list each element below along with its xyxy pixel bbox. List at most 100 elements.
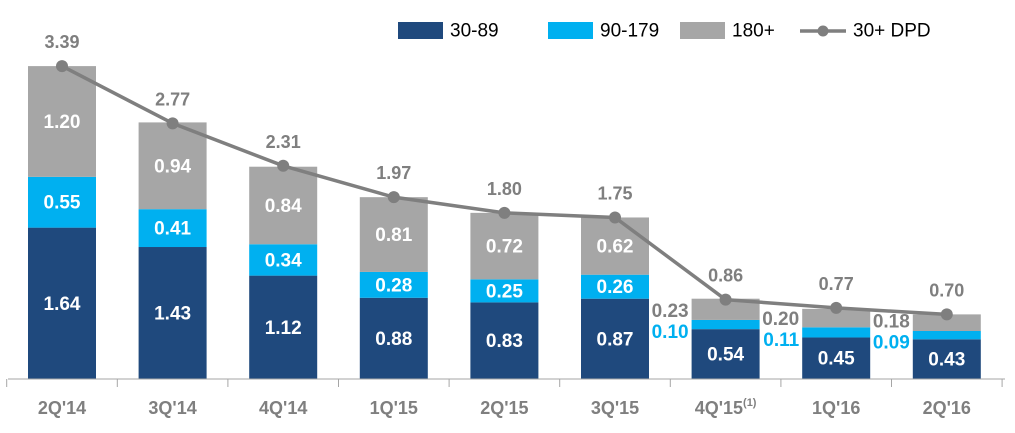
segment-value-label: 0.83	[486, 331, 523, 352]
category-name: 3Q'15	[591, 398, 639, 418]
dpd-point	[940, 308, 953, 321]
segment-value-label: 1.43	[154, 304, 191, 325]
total-value-label: 2.31	[266, 132, 301, 152]
total-value-label: 0.86	[708, 266, 743, 286]
legend-label: 30+ DPD	[853, 21, 931, 42]
bar-segment-90-179	[249, 244, 318, 276]
dpd-point	[56, 60, 68, 73]
category-label: 2Q'15	[480, 398, 528, 418]
segment-value-label: 0.87	[597, 329, 634, 350]
total-value-label: 1.75	[597, 183, 632, 203]
segment-value-label: 0.18	[873, 312, 910, 333]
bar-segment-180+	[691, 298, 760, 320]
category-footnote: (1)	[743, 397, 757, 409]
legend-label: 180+	[732, 21, 775, 42]
bar-segment-180+	[28, 66, 96, 177]
segment-value-label: 0.25	[486, 281, 523, 302]
category-label: 2Q'14	[38, 398, 86, 418]
dpd-point	[719, 293, 732, 306]
category-label: 3Q'15	[591, 398, 639, 418]
bars	[28, 66, 981, 379]
bar-segment-30-89	[470, 302, 539, 379]
category-label: 1Q'16	[812, 398, 860, 418]
legend-line-marker	[817, 25, 829, 37]
bar-segment-180+	[359, 197, 428, 272]
total-value-label: 0.77	[819, 274, 854, 294]
legend-swatch-180+	[680, 22, 725, 39]
bar-segment-30-89	[138, 247, 207, 379]
total-value-label: 1.80	[487, 179, 522, 199]
dpd-point	[498, 206, 511, 219]
segment-value-label: 0.41	[154, 219, 191, 240]
bar-segment-30-89	[912, 339, 981, 379]
category-label: 3Q'14	[148, 398, 196, 418]
bar-segment-90-179	[802, 327, 871, 338]
category-label: 4Q'14	[259, 398, 307, 418]
segment-value-label: 1.20	[44, 112, 81, 133]
category-name: 1Q'16	[812, 398, 860, 418]
bar-segment-30-89	[802, 337, 871, 379]
legend-label: 90-179	[600, 21, 659, 42]
segment-value-label: 0.88	[375, 329, 412, 350]
segment-value-label: 0.62	[597, 237, 634, 258]
bar-segment-180+	[581, 217, 649, 275]
segment-value-label: 0.23	[652, 301, 689, 322]
segment-value-label: 0.72	[486, 237, 523, 258]
total-value-label: 2.77	[155, 89, 190, 109]
total-value-label: 1.97	[376, 163, 411, 183]
segment-value-label: 0.11	[763, 330, 799, 351]
dpd-line	[56, 60, 953, 321]
bar-segment-180+	[912, 314, 981, 332]
bar-segment-90-179	[691, 319, 760, 330]
category-name: 2Q'14	[38, 398, 86, 418]
segment-value-label: 0.34	[265, 250, 302, 271]
category-label: 4Q'15(1)	[695, 397, 757, 418]
labels: 1.64 0.55 1.20 2Q'14 1.43 0.41 0.94 3Q'14 1.12 0.…	[38, 32, 971, 418]
category-name: 2Q'15	[480, 398, 528, 418]
bar-segment-30-89	[359, 297, 428, 379]
category-label: 2Q'16	[923, 398, 971, 418]
segment-value-label: 0.54	[707, 345, 744, 366]
dpd-point	[387, 191, 400, 204]
total-value-label: 3.39	[44, 32, 79, 52]
bar-segment-30-89	[581, 298, 649, 379]
category-name: 3Q'14	[148, 398, 196, 418]
segment-value-label: 0.09	[873, 333, 910, 354]
dpd-point	[166, 117, 179, 130]
segment-value-label: 0.43	[928, 350, 965, 371]
category-name: 1Q'15	[370, 398, 418, 418]
category-label: 1Q'15	[370, 398, 418, 418]
x-axis	[6, 378, 1005, 387]
bar-segment-90-179	[470, 279, 539, 303]
segment-value-label: 1.64	[44, 294, 81, 315]
dpd-point	[277, 159, 290, 172]
bar-segment-180+	[470, 212, 539, 280]
dpd-point	[609, 211, 621, 224]
category-name: 2Q'16	[923, 398, 971, 418]
segment-value-label: 0.20	[762, 309, 799, 330]
segment-value-label: 0.94	[154, 156, 191, 177]
category-name: 4Q'15	[695, 398, 743, 418]
bar-segment-30-89	[249, 275, 318, 379]
segment-value-label: 0.84	[265, 196, 302, 217]
bar-segment-90-179	[581, 274, 649, 299]
segment-value-label: 0.45	[818, 349, 855, 370]
bar-segment-90-179	[28, 176, 96, 228]
legend-swatch-30-89	[398, 22, 443, 39]
segment-value-label: 0.55	[44, 193, 81, 214]
legend-swatch-90-179	[548, 22, 593, 39]
bar-segment-180+	[138, 122, 207, 210]
segment-value-label: 1.12	[265, 318, 302, 339]
bar-segment-30-89	[691, 329, 760, 379]
dpd-point	[830, 301, 843, 314]
legend: 30-89 90-179 180+ 30+ DPD	[398, 21, 931, 42]
segment-value-label: 0.28	[375, 275, 412, 296]
legend-label: 30-89	[450, 21, 499, 42]
bar-segment-180+	[249, 166, 318, 245]
bar-segment-30-89	[28, 227, 96, 379]
bar-segment-90-179	[359, 271, 428, 298]
bar-segment-180+	[802, 308, 871, 328]
segment-value-label: 0.10	[652, 322, 689, 343]
segment-value-label: 0.81	[375, 225, 412, 246]
